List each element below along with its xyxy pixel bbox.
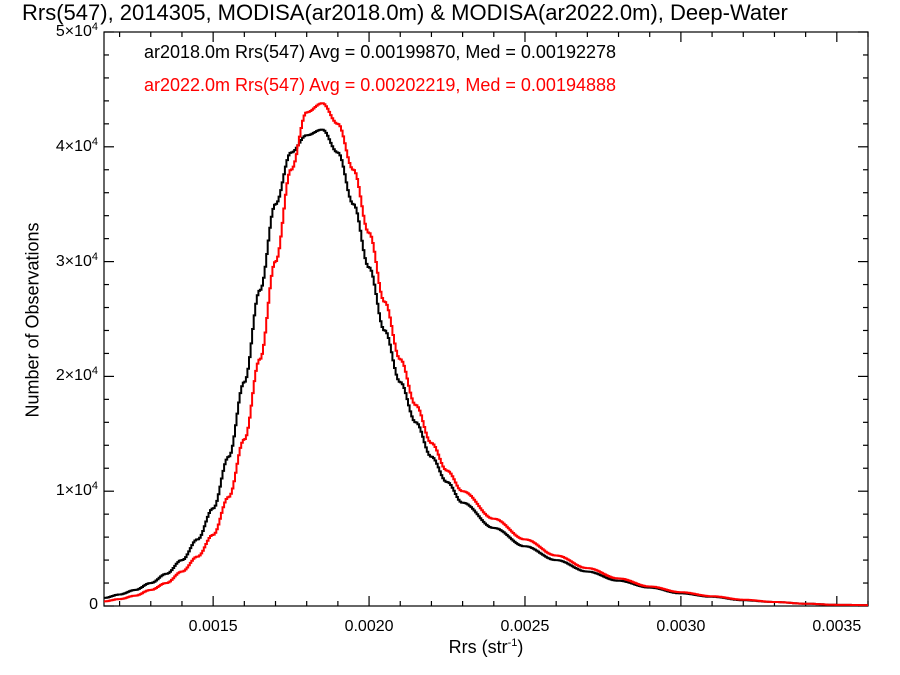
y-axis-ticks xyxy=(104,31,868,607)
chart-title: Rrs(547), 2014305, MODISA(ar2018.0m) & M… xyxy=(22,0,788,25)
y-tick-label-exponent: 4 xyxy=(91,20,98,33)
x-tick-label: 0.0030 xyxy=(656,618,706,635)
x-axis-label: Rrs (str-1) xyxy=(449,637,524,658)
x-tick-label: 0.0025 xyxy=(500,618,550,635)
y-tick-label: 4×104 xyxy=(56,136,98,156)
y-tick-label-exponent: 4 xyxy=(91,480,98,493)
series-line-ar2022 xyxy=(104,102,868,607)
y-tick-label: 5×104 xyxy=(56,21,98,41)
x-axis-label-main: Rrs (str xyxy=(448,637,508,657)
y-tick-label-base: 4×10 xyxy=(55,137,92,155)
y-tick-label-base: 5×10 xyxy=(55,23,92,41)
legend-entry-ar2018: ar2018.0m Rrs(547) Avg = 0.00199870, Med… xyxy=(144,42,617,62)
y-tick-label-exponent: 4 xyxy=(91,250,98,263)
y-tick-label-base: 3×10 xyxy=(55,252,92,270)
y-tick-label: 3×104 xyxy=(56,250,98,270)
legend-entry-ar2022: ar2022.0m Rrs(547) Avg = 0.00202219, Med… xyxy=(144,75,617,95)
x-axis-label-exponent: -1 xyxy=(507,637,518,649)
y-tick-label: 0 xyxy=(89,596,98,614)
series-line-ar2018 xyxy=(104,128,868,607)
x-axis-ticks xyxy=(118,32,869,606)
y-tick-label-exponent: 4 xyxy=(91,365,98,378)
y-tick-label-base: 2×10 xyxy=(55,367,92,385)
x-axis-label-close: ) xyxy=(517,637,524,657)
y-tick-label: 2×104 xyxy=(56,365,98,385)
y-axis-label: Number of Observations xyxy=(22,222,43,418)
x-tick-label: 0.0015 xyxy=(188,618,238,635)
y-tick-label-exponent: 4 xyxy=(91,135,98,148)
y-tick-label: 1×104 xyxy=(56,480,98,500)
x-tick-label: 0.0020 xyxy=(344,618,394,635)
plot-frame xyxy=(103,31,869,607)
y-tick-label-base: 1×10 xyxy=(55,482,92,500)
series-layer xyxy=(104,102,868,607)
x-tick-label: 0.0035 xyxy=(812,618,862,635)
y-tick-label-base: 0 xyxy=(89,596,98,614)
